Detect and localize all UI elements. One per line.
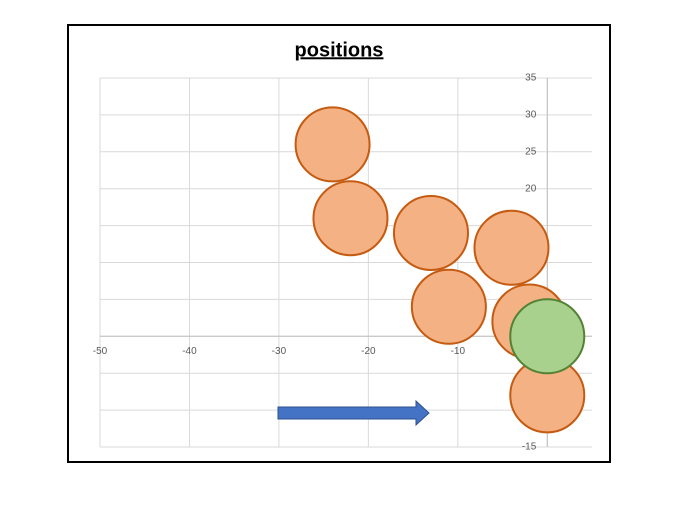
chart-title: positions xyxy=(295,39,384,61)
arrow xyxy=(277,399,430,427)
point xyxy=(473,209,550,286)
marks xyxy=(294,106,586,434)
y-tick-label: 25 xyxy=(525,146,537,157)
x-tick-label: -40 xyxy=(182,346,197,357)
point xyxy=(392,194,469,271)
point xyxy=(294,106,371,183)
y-tick-label: 35 xyxy=(525,73,537,84)
x-tick-label: -20 xyxy=(361,346,376,357)
point xyxy=(312,180,389,257)
point xyxy=(509,298,586,375)
y-tick-label: 20 xyxy=(525,183,537,194)
x-tick-label: -50 xyxy=(93,346,108,357)
y-tick-label: 30 xyxy=(525,110,537,121)
y-tick-label: -15 xyxy=(522,442,537,453)
point xyxy=(410,268,487,345)
x-tick-label: -30 xyxy=(272,346,287,357)
x-tick-label: -10 xyxy=(451,346,466,357)
arrow-shape xyxy=(277,399,430,427)
